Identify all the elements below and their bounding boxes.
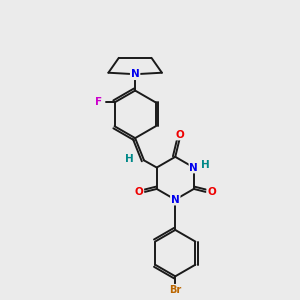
Text: Br: Br bbox=[169, 285, 182, 295]
Text: O: O bbox=[134, 187, 143, 197]
Text: H: H bbox=[201, 160, 209, 170]
Text: N: N bbox=[131, 69, 140, 79]
Text: N: N bbox=[189, 163, 198, 172]
Text: H: H bbox=[125, 154, 134, 164]
Text: N: N bbox=[171, 195, 180, 205]
Text: O: O bbox=[207, 187, 216, 197]
Text: F: F bbox=[94, 98, 102, 107]
Text: O: O bbox=[175, 130, 184, 140]
